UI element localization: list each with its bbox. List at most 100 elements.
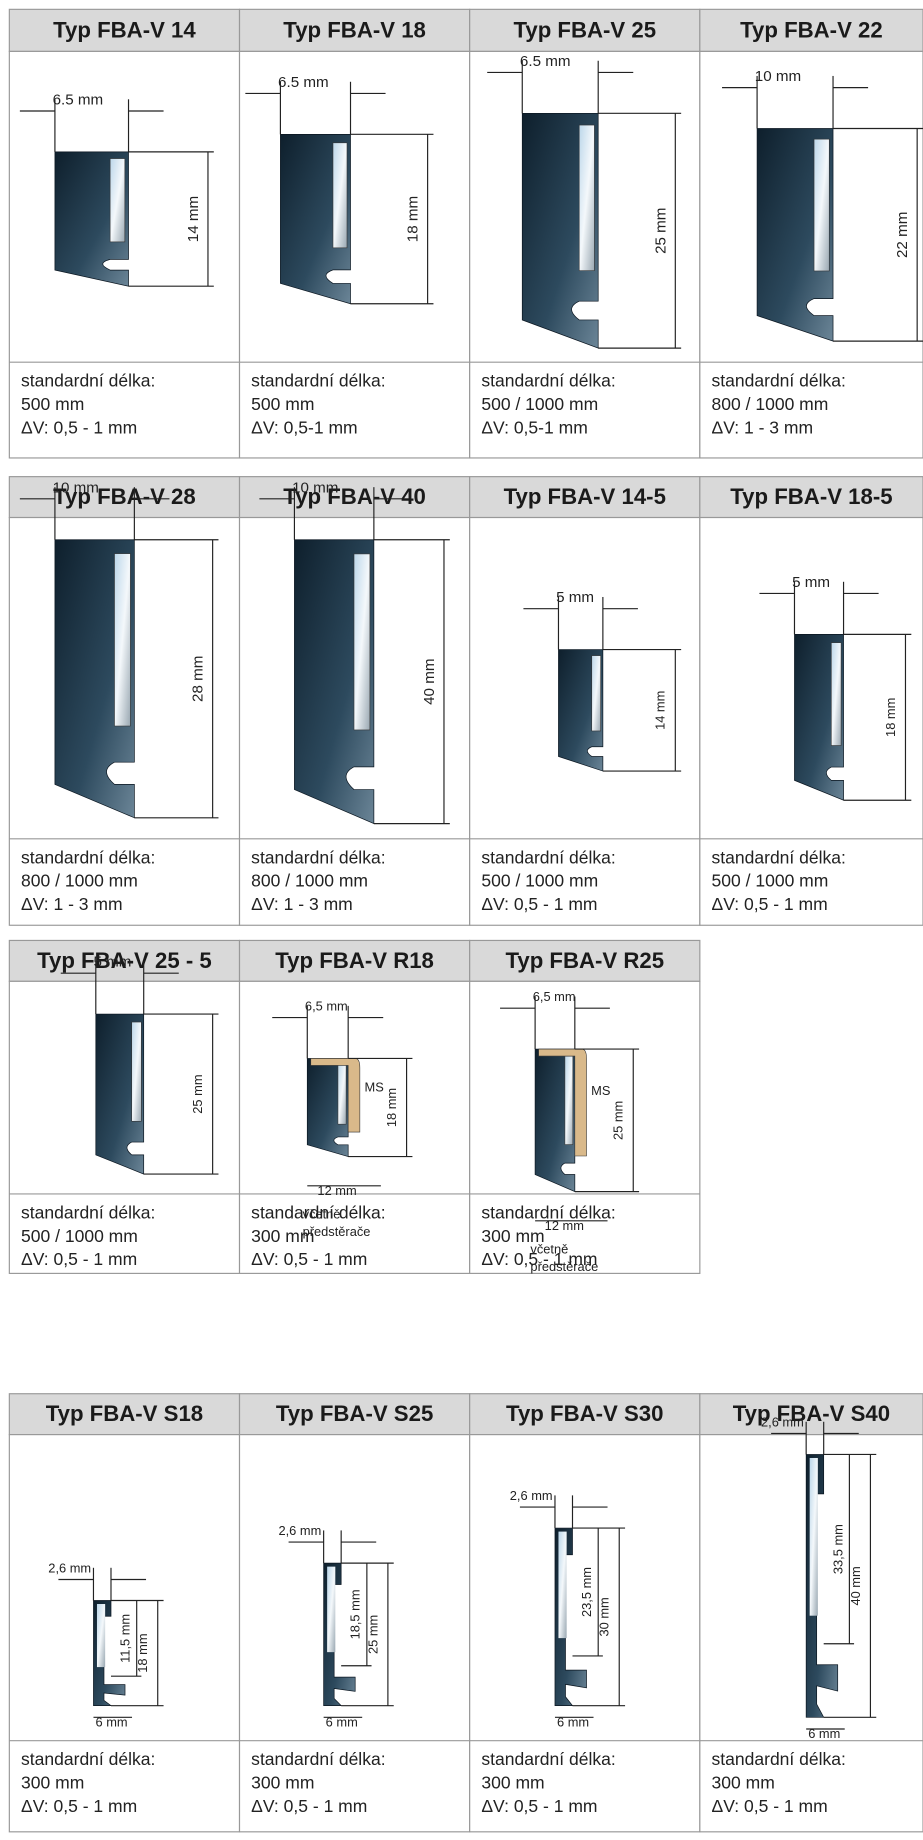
spec-text: standardní délka: [481,1749,615,1769]
blade-insert [564,1055,574,1145]
spec-text: 800 / 1000 mm [712,394,829,414]
width-label: 6,5 mm [533,989,576,1004]
spec-text: 300 mm [251,1773,314,1793]
height-label: 18 mm [405,196,422,242]
blade-insert [558,1531,567,1639]
width-label: 2,6 mm [510,1488,553,1503]
height-label: 18 mm [384,1088,399,1127]
panel-title: Typ FBA-V 14-5 [504,484,666,509]
spec-text: standardní délka: [251,1202,385,1222]
width-label: 5 mm [792,574,830,591]
spec-text: 800 / 1000 mm [251,871,368,891]
spec-text: ΔV: 0,5 - 1 mm [21,1249,137,1269]
height-label: 40 mm [421,658,438,704]
panel-header [238,1393,471,1436]
panel-title: Typ FBA-V S18 [46,1401,203,1426]
spec-text: standardní délka: [481,371,615,391]
blade-insert [353,553,371,731]
panel-header [8,939,241,982]
blade-insert [830,642,842,746]
inner-height-label: 18,5 mm [348,1589,363,1639]
width-label: 10 mm [292,479,338,496]
panel-title: Typ FBA-V 14 [53,17,196,42]
panel-header [699,476,923,519]
blade-insert [332,142,348,249]
inner-height-label: 33,5 mm [830,1524,845,1574]
panel-title: Typ FBA-V 40 [283,484,426,509]
spec-text: ΔV: 0,5-1 mm [251,417,357,437]
blade-insert [337,1063,347,1125]
height-label: 40 mm [848,1566,863,1605]
spec-text: 500 / 1000 mm [21,1226,138,1246]
spec-text: standardní délka: [481,1202,615,1222]
panel-header [8,8,241,52]
spec-text: 800 / 1000 mm [21,871,138,891]
panel-header [469,939,701,982]
spec-text: ΔV: 0,5-1 mm [481,417,587,437]
bottom-label: 6 mm [96,1715,128,1730]
height-label: 25 mm [190,1074,205,1113]
blade-insert [813,138,830,272]
bottom-label: 12 mm [545,1218,584,1233]
height-label: 25 mm [652,208,669,254]
spec-text: standardní délka: [251,1749,385,1769]
panel-title: Typ FBA-V 25 [513,17,656,42]
spec-text: standardní délka: [21,371,155,391]
panel-body [238,50,471,459]
panel-title: Typ FBA-V S25 [276,1401,433,1426]
spec-text: 500 mm [21,394,84,414]
height-label: 14 mm [653,691,668,730]
bottom-label: 12 mm [317,1183,356,1198]
spec-text: standardní délka: [251,847,385,867]
spec-text: ΔV: 0,5 - 1 mm [251,1249,367,1269]
spec-text: standardní délka: [21,1202,155,1222]
spec-text: ΔV: 0,5 - 1 mm [21,417,137,437]
spec-text: ΔV: 0,5 - 1 mm [481,894,597,914]
spec-text: 300 mm [481,1773,544,1793]
panel-title: Typ FBA-V R25 [505,948,664,973]
spec-text: standardní délka: [481,847,615,867]
spec-text: 500 / 1000 mm [481,394,598,414]
spec-text: standardní délka: [21,847,155,867]
spec-text: standardní délka: [712,1749,846,1769]
width-label: 6.5 mm [53,91,104,108]
panel-header [8,1393,241,1436]
spec-text: 300 mm [21,1773,84,1793]
blade-insert [591,655,601,732]
panel-header [699,1393,923,1436]
spec-text: standardní délka: [21,1749,155,1769]
spec-text: 500 mm [251,394,314,414]
height-label: 18 mm [135,1633,150,1672]
panel-header [469,8,701,52]
panel-title: Typ FBA-V S30 [506,1401,663,1426]
spec-text: ΔV: 1 - 3 mm [712,417,814,437]
blade-insert [109,158,126,243]
note-text: včetně [303,1206,341,1221]
panel-title: Typ FBA-V 18-5 [730,484,892,509]
panel-header [699,8,923,52]
note-text: včetně [530,1241,568,1256]
width-label: 2,6 mm [48,1560,91,1575]
blade-insert [114,553,131,727]
inner-height-label: 11,5 mm [118,1614,133,1663]
spec-text: standardní délka: [712,371,846,391]
height-label: 25 mm [611,1101,626,1140]
bottom-label: 6 mm [326,1715,358,1730]
height-label: 30 mm [597,1597,612,1636]
panel-title: Typ FBA-V 22 [740,17,883,42]
panel-header [8,476,241,519]
note-text: předstěrače [303,1224,371,1239]
height-label: 28 mm [190,656,207,702]
panel-title: Typ FBA-V 18 [283,17,426,42]
width-label: 5 mm [93,954,131,971]
panel-title: Typ FBA-V 28 [53,484,196,509]
width-label: 10 mm [755,68,801,85]
blade-insert [327,1566,336,1653]
panel-body [8,1434,241,1833]
spec-text: 300 mm [712,1773,775,1793]
inner-height-label: 23,5 mm [579,1567,594,1617]
bottom-label: 6 mm [808,1726,840,1741]
spec-text: 500 / 1000 mm [712,871,829,891]
